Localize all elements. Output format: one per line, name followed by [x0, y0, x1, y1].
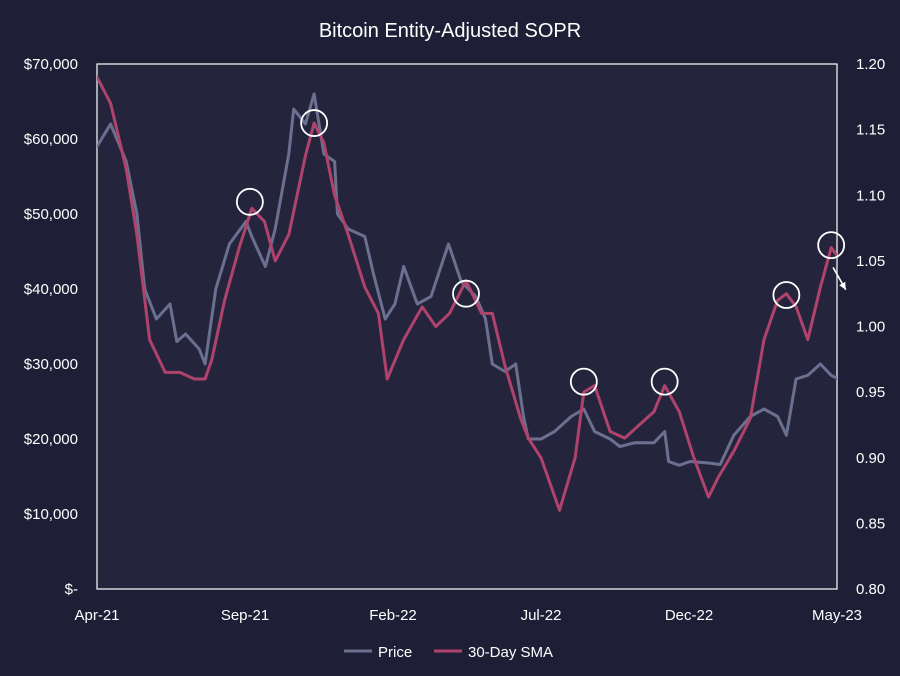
sma-line	[97, 75, 837, 512]
annotation-layer	[235, 109, 847, 396]
series-layer	[97, 75, 837, 512]
left-axis: $- $10,000 $20,000 $30,000 $40,000 $50,000 $60…	[24, 56, 78, 598]
x-tick-label: Sep-21	[221, 607, 269, 624]
y-right-tick-label: 0.85	[856, 515, 885, 532]
legend-price-label: Price	[378, 644, 412, 661]
circle-marker	[569, 367, 598, 396]
y-right-tick-label: 0.95	[856, 384, 885, 401]
legend-sma-label: 30-Day SMA	[468, 644, 553, 661]
chart-title: Bitcoin Entity-Adjusted SOPR	[319, 20, 581, 42]
y-left-tick-label: $50,000	[24, 206, 78, 223]
y-left-tick-label: $40,000	[24, 281, 78, 298]
y-left-tick-label: $30,000	[24, 356, 78, 373]
x-tick-label: Apr-21	[74, 607, 119, 624]
y-left-tick-label: $20,000	[24, 431, 78, 448]
right-axis: 0.80 0.85 0.90 0.95 1.00 1.05 1.10 1.15 1.20	[856, 56, 885, 598]
y-right-tick-label: 0.80	[856, 581, 885, 598]
y-right-tick-label: 1.05	[856, 253, 885, 270]
circle-marker	[772, 281, 801, 309]
x-tick-label: May-23	[812, 607, 862, 624]
x-tick-label: Dec-22	[665, 607, 713, 624]
legend: Price 30-Day SMA	[344, 644, 553, 661]
circle-marker	[650, 367, 679, 396]
y-left-tick-label: $60,000	[24, 131, 78, 148]
circle-marker	[235, 187, 264, 216]
plot-area	[96, 63, 838, 590]
arrow-head	[839, 281, 846, 290]
y-left-tick-label: $70,000	[24, 56, 78, 73]
y-right-tick-label: 1.15	[856, 122, 885, 139]
y-left-tick-label: $10,000	[24, 506, 78, 523]
circle-marker	[452, 279, 480, 308]
y-right-tick-label: 0.90	[856, 450, 885, 467]
x-tick-label: Feb-22	[369, 607, 417, 624]
y-right-tick-label: 1.00	[856, 319, 885, 336]
x-tick-label: Jul-22	[521, 607, 562, 624]
y-right-tick-label: 1.20	[856, 56, 885, 73]
circle-marker	[300, 109, 329, 137]
x-axis: Apr-21 Sep-21 Feb-22 Jul-22 Dec-22 May-23	[74, 607, 862, 624]
y-right-tick-label: 1.10	[856, 187, 885, 204]
price-line	[97, 92, 837, 467]
circle-marker	[817, 231, 846, 260]
y-left-tick-label: $-	[65, 581, 78, 598]
